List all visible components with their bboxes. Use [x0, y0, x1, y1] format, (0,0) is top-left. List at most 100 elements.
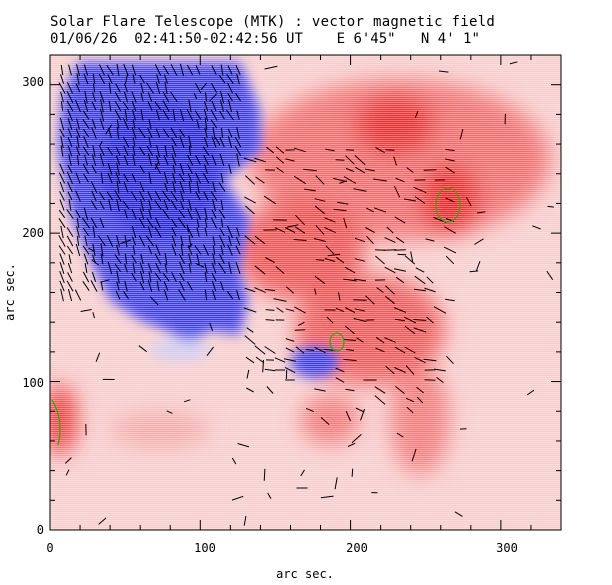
field-vector [212, 236, 216, 246]
field-vector [114, 190, 122, 202]
field-vector [394, 216, 406, 224]
field-vector [200, 82, 207, 91]
field-vector [446, 355, 454, 365]
field-vector [147, 226, 153, 238]
field-vector [415, 267, 425, 273]
field-vector [162, 65, 170, 75]
field-vector [235, 245, 241, 255]
field-vector [186, 109, 194, 121]
field-vector [76, 236, 80, 246]
field-vector [76, 64, 80, 76]
field-vector [179, 190, 185, 202]
field-vector [60, 101, 64, 111]
field-vector [60, 225, 64, 239]
field-vector [234, 136, 242, 148]
field-vector [195, 65, 201, 75]
field-vector [147, 153, 153, 167]
field-vector [263, 468, 266, 481]
field-vector [66, 245, 74, 255]
field-vector [148, 208, 152, 220]
field-vector [404, 346, 416, 354]
field-vector [314, 388, 326, 392]
field-vector [107, 261, 113, 275]
field-vector [82, 281, 90, 291]
y-tick-labels: 0 100 200 300 [22, 75, 44, 537]
observation-longitude: E 6'45" [336, 31, 396, 47]
field-vector [131, 236, 137, 246]
field-vector [454, 511, 463, 517]
field-vector [236, 73, 240, 85]
field-vector [172, 164, 176, 174]
field-vector [395, 386, 405, 394]
field-vector [132, 74, 136, 84]
field-vector [325, 245, 335, 255]
field-vector [405, 397, 415, 403]
x-tick-label: 0 [46, 541, 53, 555]
field-vector [416, 386, 424, 394]
field-vector [82, 163, 90, 175]
field-vector [459, 128, 464, 140]
field-vector [345, 410, 351, 422]
field-vector [234, 145, 242, 157]
field-vector [347, 442, 356, 447]
field-vector [339, 180, 348, 184]
field-vector [338, 292, 341, 301]
field-vector [100, 279, 110, 283]
field-vector [91, 101, 97, 111]
field-vector [209, 93, 217, 102]
field-vector [324, 217, 336, 223]
field-vector [163, 171, 169, 185]
field-vector [438, 70, 449, 73]
field-vector [210, 191, 218, 201]
field-vector [91, 272, 97, 282]
field-vector [255, 176, 265, 184]
field-vector [162, 208, 170, 220]
field-vector [108, 199, 112, 211]
field-vector [285, 158, 295, 162]
field-vector [59, 271, 65, 283]
field-vector [163, 199, 169, 211]
field-vector [228, 261, 232, 275]
field-vector [146, 82, 154, 94]
field-vector [67, 288, 73, 302]
field-vector [374, 395, 386, 405]
field-vector [75, 83, 81, 93]
field-vector [264, 346, 276, 354]
field-vector [170, 127, 178, 139]
field-vector [203, 191, 209, 201]
field-vector [285, 338, 295, 342]
field-vector [194, 245, 202, 255]
field-vector [114, 109, 122, 121]
field-vector [376, 287, 384, 293]
field-vector [255, 356, 265, 364]
field-vector [373, 207, 387, 213]
field-vector [220, 128, 224, 138]
field-vector [170, 91, 178, 103]
field-vector [83, 100, 89, 112]
field-vector [68, 154, 72, 166]
field-vector [67, 128, 73, 138]
field-vector [155, 128, 161, 138]
field-vector [226, 290, 234, 300]
field-vector [130, 191, 138, 201]
field-vector [180, 244, 184, 256]
field-vector [156, 144, 160, 158]
field-vector [353, 188, 367, 192]
field-vector [394, 185, 401, 198]
field-vector [324, 226, 336, 234]
field-vector [354, 258, 366, 262]
field-vector [186, 64, 194, 76]
field-vector [91, 127, 97, 139]
x-axis-label: arc sec. [276, 567, 334, 581]
field-vector [210, 83, 218, 93]
field-vector [206, 346, 215, 357]
field-vector [145, 235, 155, 247]
field-vector [106, 235, 114, 247]
field-vector [188, 145, 192, 157]
field-vector [263, 195, 277, 205]
field-vector [188, 253, 192, 265]
field-vector [227, 128, 233, 138]
field-vector [59, 181, 65, 193]
field-vector [266, 146, 274, 154]
field-vector [385, 365, 395, 375]
